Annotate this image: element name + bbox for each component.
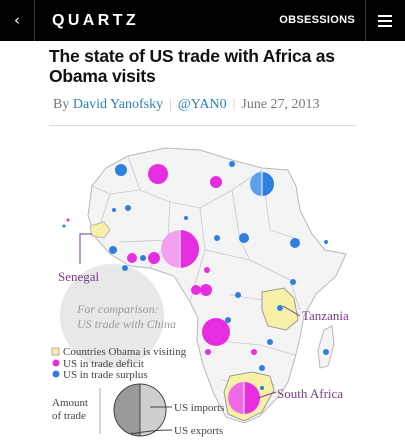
legend-swatch-visiting <box>51 347 60 356</box>
obsessions-link[interactable]: OBSESSIONS <box>279 14 355 26</box>
headline-line: Obama visits <box>49 66 156 86</box>
surplus-circle <box>122 265 128 271</box>
legend-exports: US exports <box>174 425 223 437</box>
deficit-circle <box>148 164 168 184</box>
author-link[interactable]: David Yanofsky <box>72 97 164 112</box>
top-nav-bar: ‹ QUARTZ OBSESSIONS <box>0 0 405 41</box>
deficit-circle <box>191 285 201 295</box>
madagascar-landmass <box>317 325 335 369</box>
deficit-circle <box>202 318 230 346</box>
nav-divider <box>365 0 366 41</box>
surplus-circle <box>225 317 231 323</box>
senegal-label: Senegal <box>58 269 100 284</box>
split-circle-angola-area <box>250 172 274 196</box>
surplus-circle <box>125 205 131 211</box>
africa-landmass <box>87 147 347 424</box>
legend-swatch-deficit <box>52 359 60 367</box>
tanzania-label: Tanzania <box>302 308 349 323</box>
legend-surplus: US in trade surplus <box>63 369 148 381</box>
surplus-circle <box>239 233 249 243</box>
cape-verde-dot <box>66 218 70 222</box>
split-circle-nigeria <box>161 230 199 268</box>
nav-divider <box>34 0 35 41</box>
south-africa-label: South Africa <box>277 386 343 401</box>
brand-logo[interactable]: QUARTZ <box>52 12 140 29</box>
split-circle-south-africa <box>228 382 260 414</box>
legend-amount-line1: Amount <box>52 397 88 409</box>
deficit-circle <box>210 176 222 188</box>
china-comparison-line1: For comparison: <box>76 302 159 316</box>
surplus-circle <box>324 240 328 244</box>
surplus-markers <box>109 161 329 390</box>
legend-imports: US imports <box>174 402 224 414</box>
byline: By David Yanofsky | @YAN0 | June 27, 2013 <box>53 97 320 113</box>
surplus-circle <box>267 339 273 345</box>
china-comparison-line2: US trade with China <box>77 317 176 331</box>
map-legend: Countries Obama is visiting US in trade … <box>51 346 224 437</box>
deficit-circle <box>205 349 211 355</box>
back-button[interactable]: ‹ <box>14 11 20 29</box>
surplus-circle <box>109 246 117 254</box>
surplus-circle <box>235 292 241 298</box>
article-headline: The state of US trade with Africa as Oba… <box>49 46 369 86</box>
surplus-circle <box>290 279 296 285</box>
surplus-circle <box>229 161 235 167</box>
cape-verde-dot <box>62 224 66 228</box>
deficit-circle <box>200 284 212 296</box>
surplus-circle <box>323 349 329 355</box>
byline-separator: | <box>169 97 172 112</box>
surplus-circle <box>277 305 283 311</box>
legend-deficit: US in trade deficit <box>63 358 144 370</box>
hamburger-icon[interactable] <box>365 0 405 41</box>
africa-trade-map: Senegal Tanzania South Africa For compar… <box>51 147 349 437</box>
deficit-circle <box>204 267 210 273</box>
leader-lines <box>79 233 301 399</box>
surplus-circle <box>115 164 127 176</box>
byline-rule <box>49 125 356 126</box>
legend-amount-line2: of trade <box>52 410 86 422</box>
author-handle-link[interactable]: @YAN0 <box>177 97 227 112</box>
surplus-circle <box>140 255 146 261</box>
china-comparison-circle <box>60 264 164 368</box>
surplus-circle <box>290 238 300 248</box>
legend-swatch-surplus <box>52 370 60 378</box>
surplus-circle <box>214 235 220 241</box>
byline-prefix: By <box>53 97 73 112</box>
deficit-circle <box>148 252 160 264</box>
legend-amount-circle <box>113 383 167 437</box>
deficit-markers <box>127 164 257 355</box>
publish-date: June 27, 2013 <box>241 97 320 112</box>
legend-visiting: Countries Obama is visiting <box>63 346 187 358</box>
headline-line: The state of US trade with Africa as <box>49 46 335 66</box>
deficit-circle <box>251 349 257 355</box>
deficit-circle <box>127 253 137 263</box>
surplus-circle <box>112 208 116 212</box>
byline-separator: | <box>232 97 236 112</box>
surplus-circle <box>184 216 188 220</box>
surplus-circle <box>260 386 264 390</box>
surplus-circle <box>259 365 265 371</box>
